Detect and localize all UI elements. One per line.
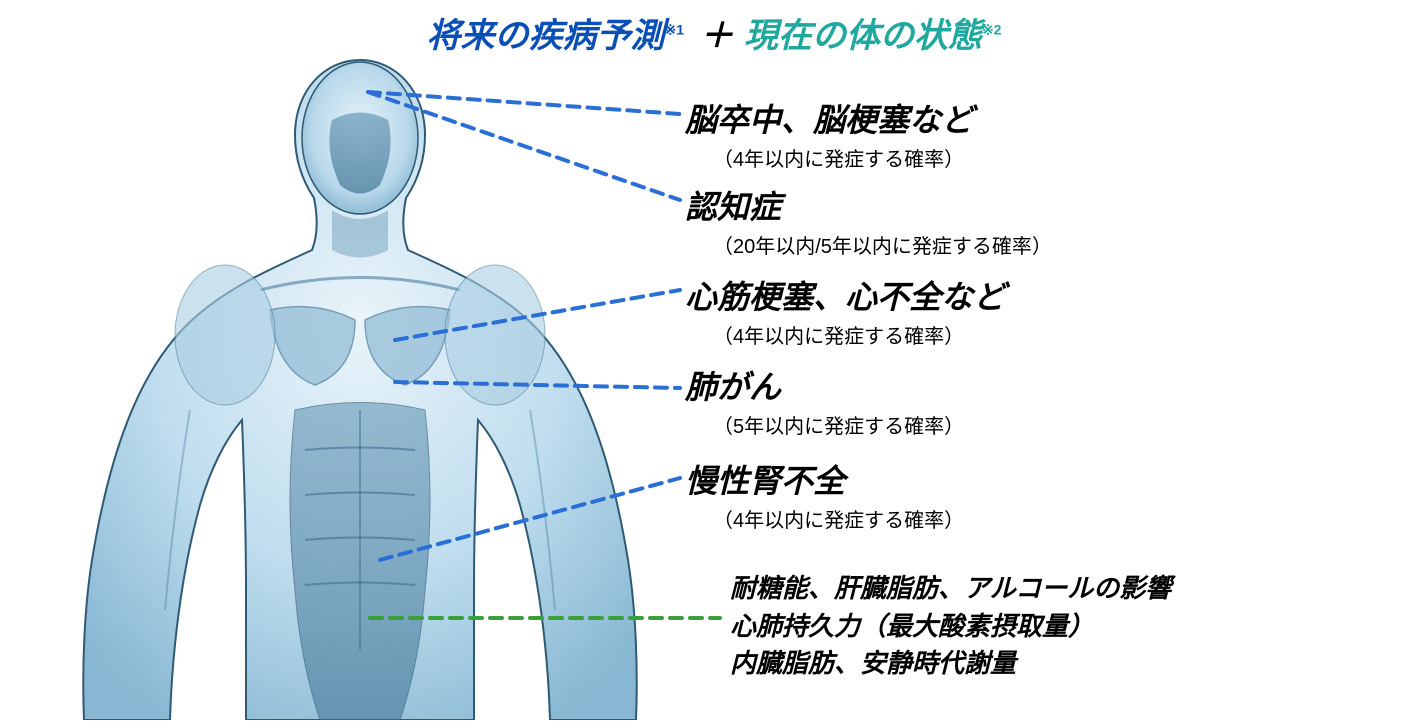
disease-label-3: 肺がん（5年以内に発症する確率） xyxy=(685,362,964,439)
header-current: 現在の体の状態※2 xyxy=(744,17,1002,55)
disease-title-0: 脳卒中、脳梗塞など xyxy=(685,95,973,141)
header-plus: ＋ xyxy=(700,17,734,55)
disease-label-1: 認知症（20年以内/5年以内に発症する確率） xyxy=(685,182,1052,259)
disease-label-0: 脳卒中、脳梗塞など（4年以内に発症する確率） xyxy=(685,95,973,172)
disease-title-2: 心筋梗塞、心不全など xyxy=(685,272,1005,318)
disease-title-3: 肺がん xyxy=(685,362,964,408)
extra-line-1: 心肺持久力（最大酸素摂取量） xyxy=(730,608,1171,646)
header-current-sup: ※2 xyxy=(982,22,1002,38)
deltoid-right xyxy=(445,265,545,405)
disease-sub-0: （4年以内に発症する確率） xyxy=(685,143,973,172)
disease-title-1: 認知症 xyxy=(685,182,1052,228)
disease-sub-1: （20年以内/5年以内に発症する確率） xyxy=(685,230,1052,259)
deltoid-left xyxy=(175,265,275,405)
body-svg xyxy=(80,50,640,720)
extra-line-2: 内臓脂肪、安静時代謝量 xyxy=(730,645,1171,683)
extra-info-block: 耐糖能、肝臓脂肪、アルコールの影響心肺持久力（最大酸素摂取量）内臓脂肪、安静時代… xyxy=(730,570,1171,683)
disease-sub-3: （5年以内に発症する確率） xyxy=(685,410,964,439)
disease-label-4: 慢性腎不全（4年以内に発症する確率） xyxy=(685,456,964,533)
header-future-sup: ※1 xyxy=(665,22,685,38)
human-body-figure xyxy=(80,50,640,720)
disease-sub-4: （4年以内に発症する確率） xyxy=(685,504,964,533)
extra-line-0: 耐糖能、肝臓脂肪、アルコールの影響 xyxy=(730,570,1171,608)
disease-title-4: 慢性腎不全 xyxy=(685,456,964,502)
face-plate xyxy=(329,113,390,194)
header-current-text: 現在の体の状態 xyxy=(744,17,982,55)
disease-label-2: 心筋梗塞、心不全など（4年以内に発症する確率） xyxy=(685,272,1005,349)
disease-sub-2: （4年以内に発症する確率） xyxy=(685,320,1005,349)
